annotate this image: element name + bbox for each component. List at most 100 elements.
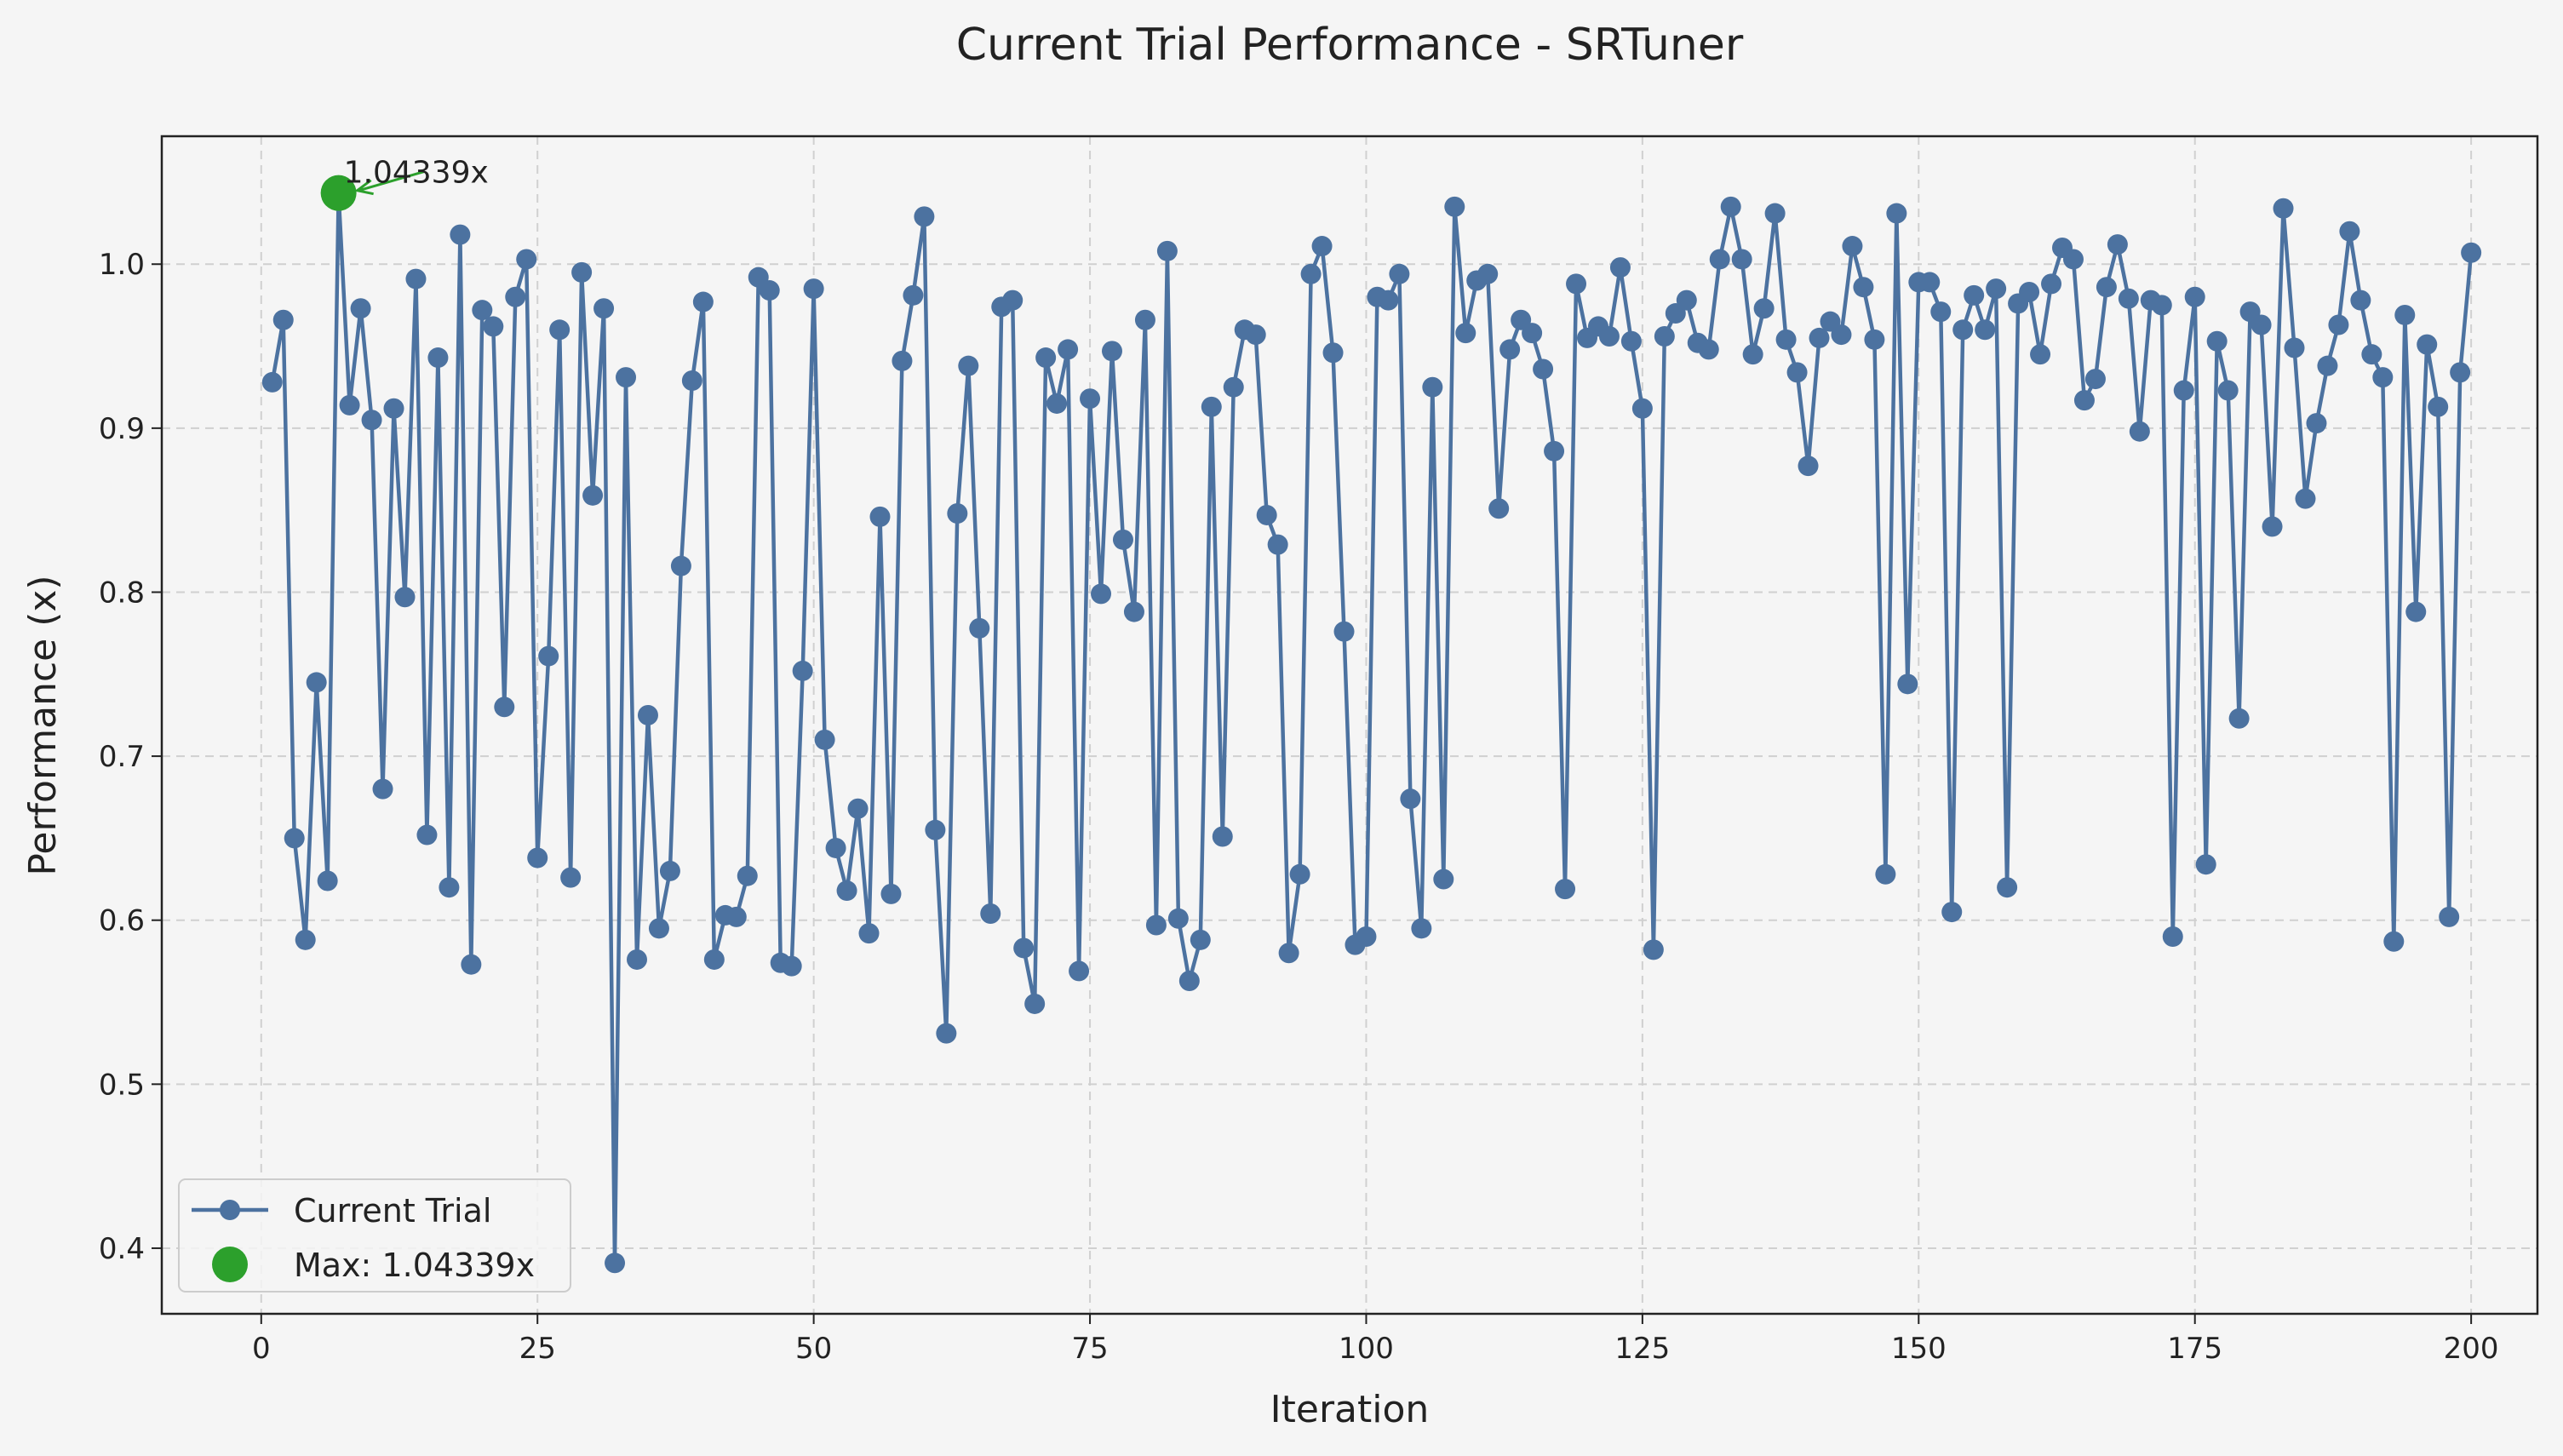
data-point [2428, 396, 2449, 417]
data-point [571, 261, 593, 283]
data-point [2394, 304, 2416, 325]
data-point [1555, 879, 1576, 900]
data-point [2328, 314, 2349, 335]
data-point [527, 847, 548, 868]
data-point [1764, 203, 1786, 224]
data-point [637, 704, 658, 725]
legend-label-max: Max: 1.04339x [294, 1247, 535, 1284]
data-point [2461, 242, 2482, 263]
data-point [2361, 344, 2382, 365]
data-point [1631, 398, 1653, 419]
data-point [505, 286, 526, 307]
data-point [781, 955, 802, 977]
y-tick-label: 1.0 [99, 248, 145, 282]
data-point [1775, 329, 1797, 350]
data-point [1223, 376, 1244, 398]
data-point [383, 398, 404, 419]
data-point [306, 672, 327, 693]
data-point [947, 503, 968, 525]
data-point [2206, 330, 2228, 352]
max-marker-group: 1.04339x [320, 156, 489, 211]
data-point [2317, 355, 2338, 376]
data-point [1190, 929, 1211, 950]
data-point [936, 1023, 957, 1044]
data-point [1499, 339, 1521, 360]
data-point [1897, 674, 1918, 695]
data-point [1875, 863, 1896, 885]
data-point [1533, 358, 1554, 380]
data-point [1455, 323, 1476, 344]
data-point [2162, 926, 2183, 947]
data-point [1643, 939, 1664, 960]
data-point [2350, 289, 2371, 311]
chart-title: Current Trial Performance - SRTuner [956, 20, 1744, 71]
data-point [2417, 334, 2438, 355]
legend-marker-max [212, 1247, 248, 1282]
data-point [1986, 278, 2007, 300]
data-point [317, 870, 338, 891]
data-point [869, 506, 891, 527]
data-point [1598, 325, 1620, 347]
data-point [737, 865, 758, 886]
data-point [1720, 196, 1741, 217]
data-point [1698, 339, 1719, 360]
data-point [1058, 339, 1079, 360]
y-tick-label: 0.8 [99, 576, 145, 610]
data-point [2107, 234, 2128, 255]
data-point [1389, 263, 1410, 284]
data-point [2450, 362, 2471, 383]
max-annotation-arrowhead [354, 179, 374, 196]
data-point [472, 300, 493, 321]
x-tick-label: 150 [1891, 1332, 1947, 1366]
data-point [925, 819, 946, 840]
data-point [1112, 529, 1133, 550]
data-point [1809, 327, 1830, 348]
data-point [659, 860, 680, 881]
y-tick-label: 0.9 [99, 412, 145, 446]
data-point [1278, 943, 1299, 964]
data-point [549, 319, 571, 341]
data-point [350, 298, 371, 319]
data-point [1433, 868, 1454, 890]
max-annotation-arrow [358, 170, 425, 192]
data-point [969, 617, 990, 639]
data-point [1080, 388, 1101, 410]
data-point [1046, 393, 1068, 414]
data-point [2383, 931, 2405, 952]
data-point [295, 929, 316, 950]
data-point [494, 696, 515, 718]
data-point [582, 484, 604, 506]
data-point [2173, 380, 2194, 401]
data-point [339, 394, 360, 416]
data-point [2251, 314, 2272, 335]
data-point [1123, 601, 1144, 622]
data-point [394, 587, 416, 608]
data-point [2295, 488, 2316, 509]
data-point [1300, 263, 1322, 284]
data-point [1853, 277, 1874, 298]
data-point [1069, 960, 1090, 982]
data-point [2439, 906, 2460, 927]
data-point [1709, 249, 1730, 270]
data-point [538, 645, 559, 667]
data-point [361, 410, 382, 431]
data-point [1444, 196, 1465, 217]
data-point [2084, 369, 2106, 390]
data-point [483, 316, 504, 337]
data-point [648, 918, 669, 939]
data-point [958, 355, 979, 376]
data-point [372, 778, 393, 800]
data-point [1731, 249, 1752, 270]
data-point [1952, 319, 1974, 341]
data-point [560, 867, 582, 888]
data-point [1167, 908, 1189, 929]
data-point [1134, 309, 1155, 330]
data-point [1422, 376, 1443, 398]
data-point [450, 224, 471, 245]
data-point [1742, 344, 1763, 365]
x-tick-label: 175 [2167, 1332, 2222, 1366]
data-point [681, 370, 702, 392]
data-point [2096, 277, 2117, 298]
data-point [725, 906, 747, 927]
max-annotation-label: 1.04339x [344, 156, 489, 191]
